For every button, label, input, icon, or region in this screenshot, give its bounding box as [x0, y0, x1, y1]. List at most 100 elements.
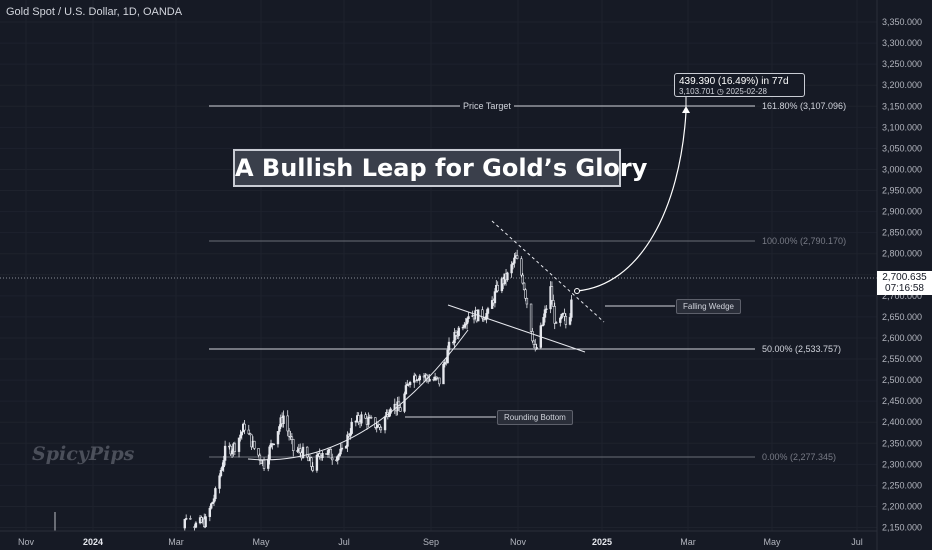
candle-body: [535, 347, 538, 350]
candle-body: [554, 322, 558, 324]
y-tick-label: 2,600.000: [882, 333, 922, 343]
candle-body: [243, 423, 246, 431]
candle-body: [531, 331, 534, 342]
y-tick-label: 2,300.000: [882, 459, 922, 469]
y-tick-label: 3,250.000: [882, 59, 922, 69]
candle-body: [221, 466, 224, 471]
x-tick-label: May: [252, 537, 270, 547]
candle-body: [237, 437, 241, 452]
candle-body: [482, 317, 485, 320]
candle-body: [404, 385, 408, 395]
candle-body: [550, 286, 554, 301]
chart-title: Gold Spot / U.S. Dollar, 1D, OANDA: [6, 6, 183, 18]
candle-body: [211, 501, 214, 505]
current-price-value: 2,700.635: [882, 272, 927, 283]
candle-body: [428, 378, 431, 382]
candle-body: [453, 331, 456, 344]
candle-body: [229, 445, 232, 455]
candle-body: [481, 309, 484, 319]
candle-body: [564, 316, 568, 325]
candle-body: [269, 443, 273, 448]
candle-body: [282, 415, 285, 424]
candle-body: [296, 450, 299, 452]
candle-body: [204, 516, 207, 527]
candle-body: [383, 416, 387, 431]
candle-body: [326, 450, 330, 455]
candle-body: [262, 459, 266, 469]
candle-body: [233, 443, 237, 452]
y-tick-label: 3,300.000: [882, 38, 922, 48]
candle-body: [461, 326, 465, 329]
candle-body: [463, 324, 466, 328]
y-tick-label: 2,550.000: [882, 354, 922, 364]
x-tick-label: Jul: [338, 537, 350, 547]
candle-body: [403, 393, 406, 412]
candle-body: [257, 448, 260, 456]
y-tick-label: 3,150.000: [882, 101, 922, 111]
candle-body: [467, 316, 470, 320]
candle-body: [408, 382, 412, 385]
candle-body: [457, 327, 460, 336]
candle-body: [357, 415, 360, 423]
candle-body: [425, 374, 428, 379]
candle-body: [318, 453, 321, 457]
candle-body: [350, 421, 353, 434]
y-tick-label: 2,800.000: [882, 249, 922, 259]
y-tick-label: 2,950.000: [882, 186, 922, 196]
candle-body: [438, 377, 441, 385]
candle-body: [534, 344, 537, 350]
rounding-bottom-curve: [247, 329, 469, 461]
candle-body: [258, 454, 262, 461]
x-axis-ticks: Nov 2024 Mar May Jul Sep Nov 2025 Mar May Jul: [18, 537, 863, 547]
candle-body: [515, 255, 519, 260]
candle-body: [305, 446, 309, 458]
headline-banner: A Bullish Leap for Gold’s Glory: [233, 149, 647, 187]
x-tick-label: 2025: [592, 537, 612, 547]
measure-change: 439.390 (16.49%) in 77d: [679, 76, 789, 87]
candle-body: [559, 317, 562, 323]
candle-body: [540, 324, 544, 327]
y-tick-label: 3,200.000: [882, 80, 922, 90]
fib-50-label: 50.00% (2,533.757): [762, 344, 842, 354]
candle-body: [525, 298, 529, 305]
fib-100-label: 100.00% (2,790.170): [762, 236, 847, 246]
candle-body: [500, 278, 504, 292]
candle-body: [524, 289, 527, 299]
candle-body: [276, 431, 280, 445]
candle-body: [464, 323, 467, 326]
candle-body: [511, 262, 515, 265]
wedge-upper-line: [491, 220, 605, 323]
y-tick-label: 2,450.000: [882, 396, 922, 406]
current-price-tag: 2,700.635 07:16:58: [877, 271, 932, 295]
candle-body: [369, 416, 373, 419]
candle-body: [292, 439, 295, 451]
candle-body: [287, 430, 291, 437]
candle-body: [194, 522, 198, 528]
candle-body: [212, 498, 216, 503]
candle-body: [183, 518, 186, 529]
candle-body: [301, 446, 305, 459]
y-tick-label: 2,200.000: [882, 501, 922, 511]
candle-body: [543, 309, 547, 318]
x-tick-label: Jul: [851, 537, 863, 547]
y-tick-label: 2,500.000: [882, 375, 922, 385]
candle-body: [219, 470, 223, 477]
price-target-label: Price Target: [460, 101, 514, 111]
bar-countdown: 07:16:58: [885, 283, 924, 294]
candle-body: [513, 257, 516, 264]
candle-body: [268, 446, 271, 460]
candle-body: [435, 376, 438, 379]
candle-body: [529, 303, 533, 332]
x-tick-label: Nov: [18, 537, 35, 547]
fib-1618-label: 161.80% (3,107.096): [762, 101, 847, 111]
candle-body: [218, 475, 221, 489]
candle-body: [433, 376, 437, 381]
candle-body: [299, 448, 302, 454]
candle-body: [490, 300, 494, 309]
candle-body: [378, 424, 381, 428]
candle-body: [483, 318, 487, 321]
candle-body: [214, 488, 217, 500]
y-tick-label: 3,000.000: [882, 164, 922, 174]
watermark-logo: SpicyPips: [32, 443, 135, 465]
